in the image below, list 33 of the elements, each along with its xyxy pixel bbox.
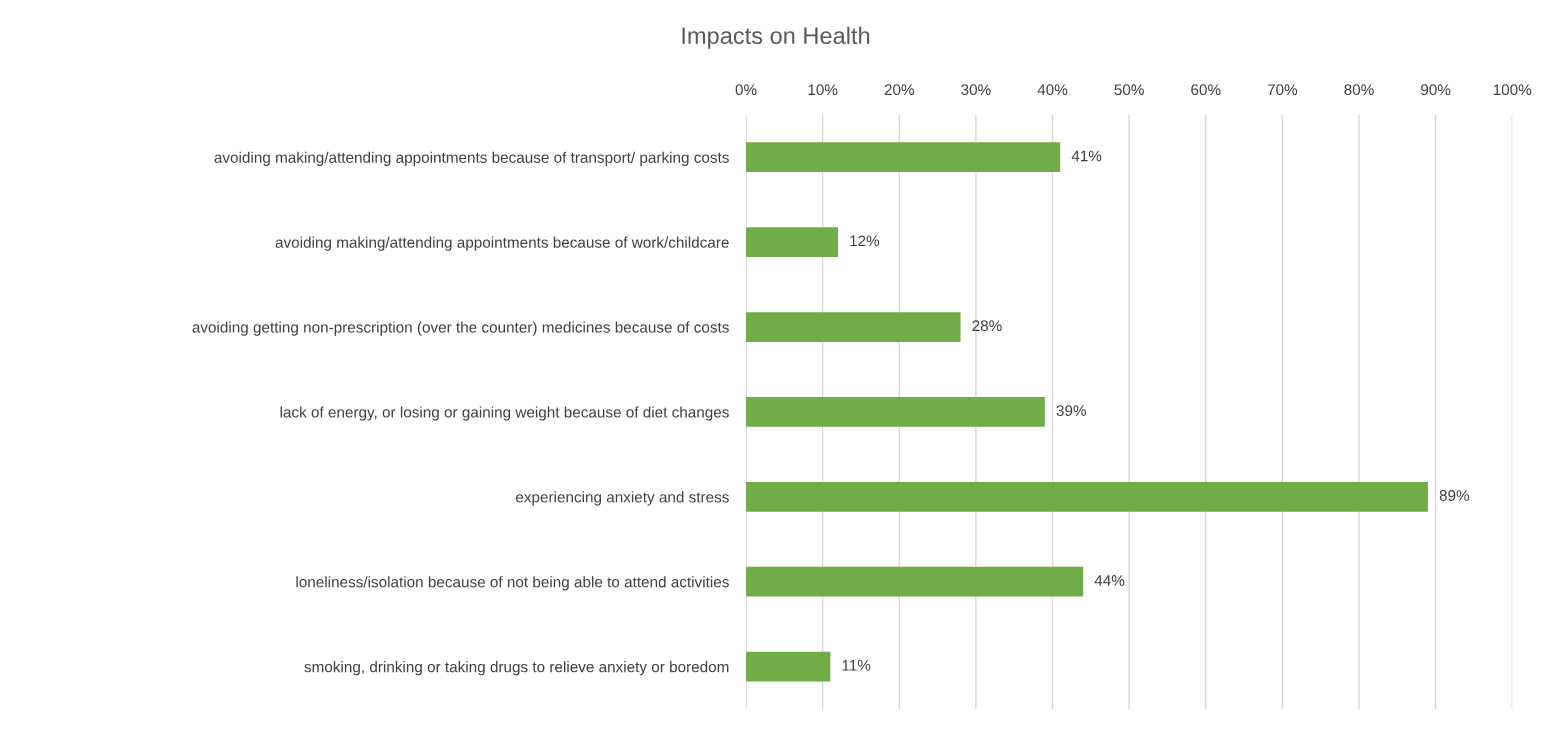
y-tick-label: avoiding making/attending appointments because of work/childcare xyxy=(275,236,729,251)
data-label: 89% xyxy=(1439,490,1470,501)
x-tick-label: 20% xyxy=(884,84,915,96)
y-tick-label: avoiding making/attending appointments because of transport/ parking costs xyxy=(214,151,729,166)
bar xyxy=(746,227,838,257)
x-tick-label: 0% xyxy=(735,84,757,96)
data-label: 41% xyxy=(1071,150,1102,162)
bar xyxy=(746,566,1084,597)
chart-title: Impacts on Health xyxy=(682,26,870,49)
x-tick-label: 90% xyxy=(1421,84,1451,96)
y-tick-label: experiencing anxiety and stress xyxy=(516,491,729,506)
data-label: 44% xyxy=(1094,575,1125,586)
bar xyxy=(746,142,1061,173)
x-tick-label: 100% xyxy=(1493,84,1532,96)
y-tick-label: loneliness/isolation because of not being able to attend activities xyxy=(296,576,729,591)
y-tick-label: smoking, drinking or taking drugs to relieve anxiety or boredom xyxy=(304,661,729,676)
bar xyxy=(746,397,1045,427)
bar xyxy=(746,651,831,682)
x-tick-label: 50% xyxy=(1114,84,1144,96)
bar xyxy=(746,481,1428,512)
x-tick-label: 80% xyxy=(1344,84,1374,96)
y-tick-label: lack of energy, or losing or gaining weight because of diet changes xyxy=(280,406,729,421)
bar xyxy=(746,312,961,342)
x-tick-label: 40% xyxy=(1037,84,1068,96)
x-tick-label: 70% xyxy=(1267,84,1298,96)
data-label: 11% xyxy=(842,659,871,671)
x-tick-label: 60% xyxy=(1191,84,1221,96)
data-label: 39% xyxy=(1056,405,1086,417)
x-tick-label: 10% xyxy=(808,84,838,96)
y-tick-label: avoiding getting non-prescription (over the counter) medicines because of costs xyxy=(192,321,729,336)
data-label: 12% xyxy=(850,235,880,247)
x-tick-label: 30% xyxy=(961,84,991,96)
data-label: 28% xyxy=(972,320,1002,332)
